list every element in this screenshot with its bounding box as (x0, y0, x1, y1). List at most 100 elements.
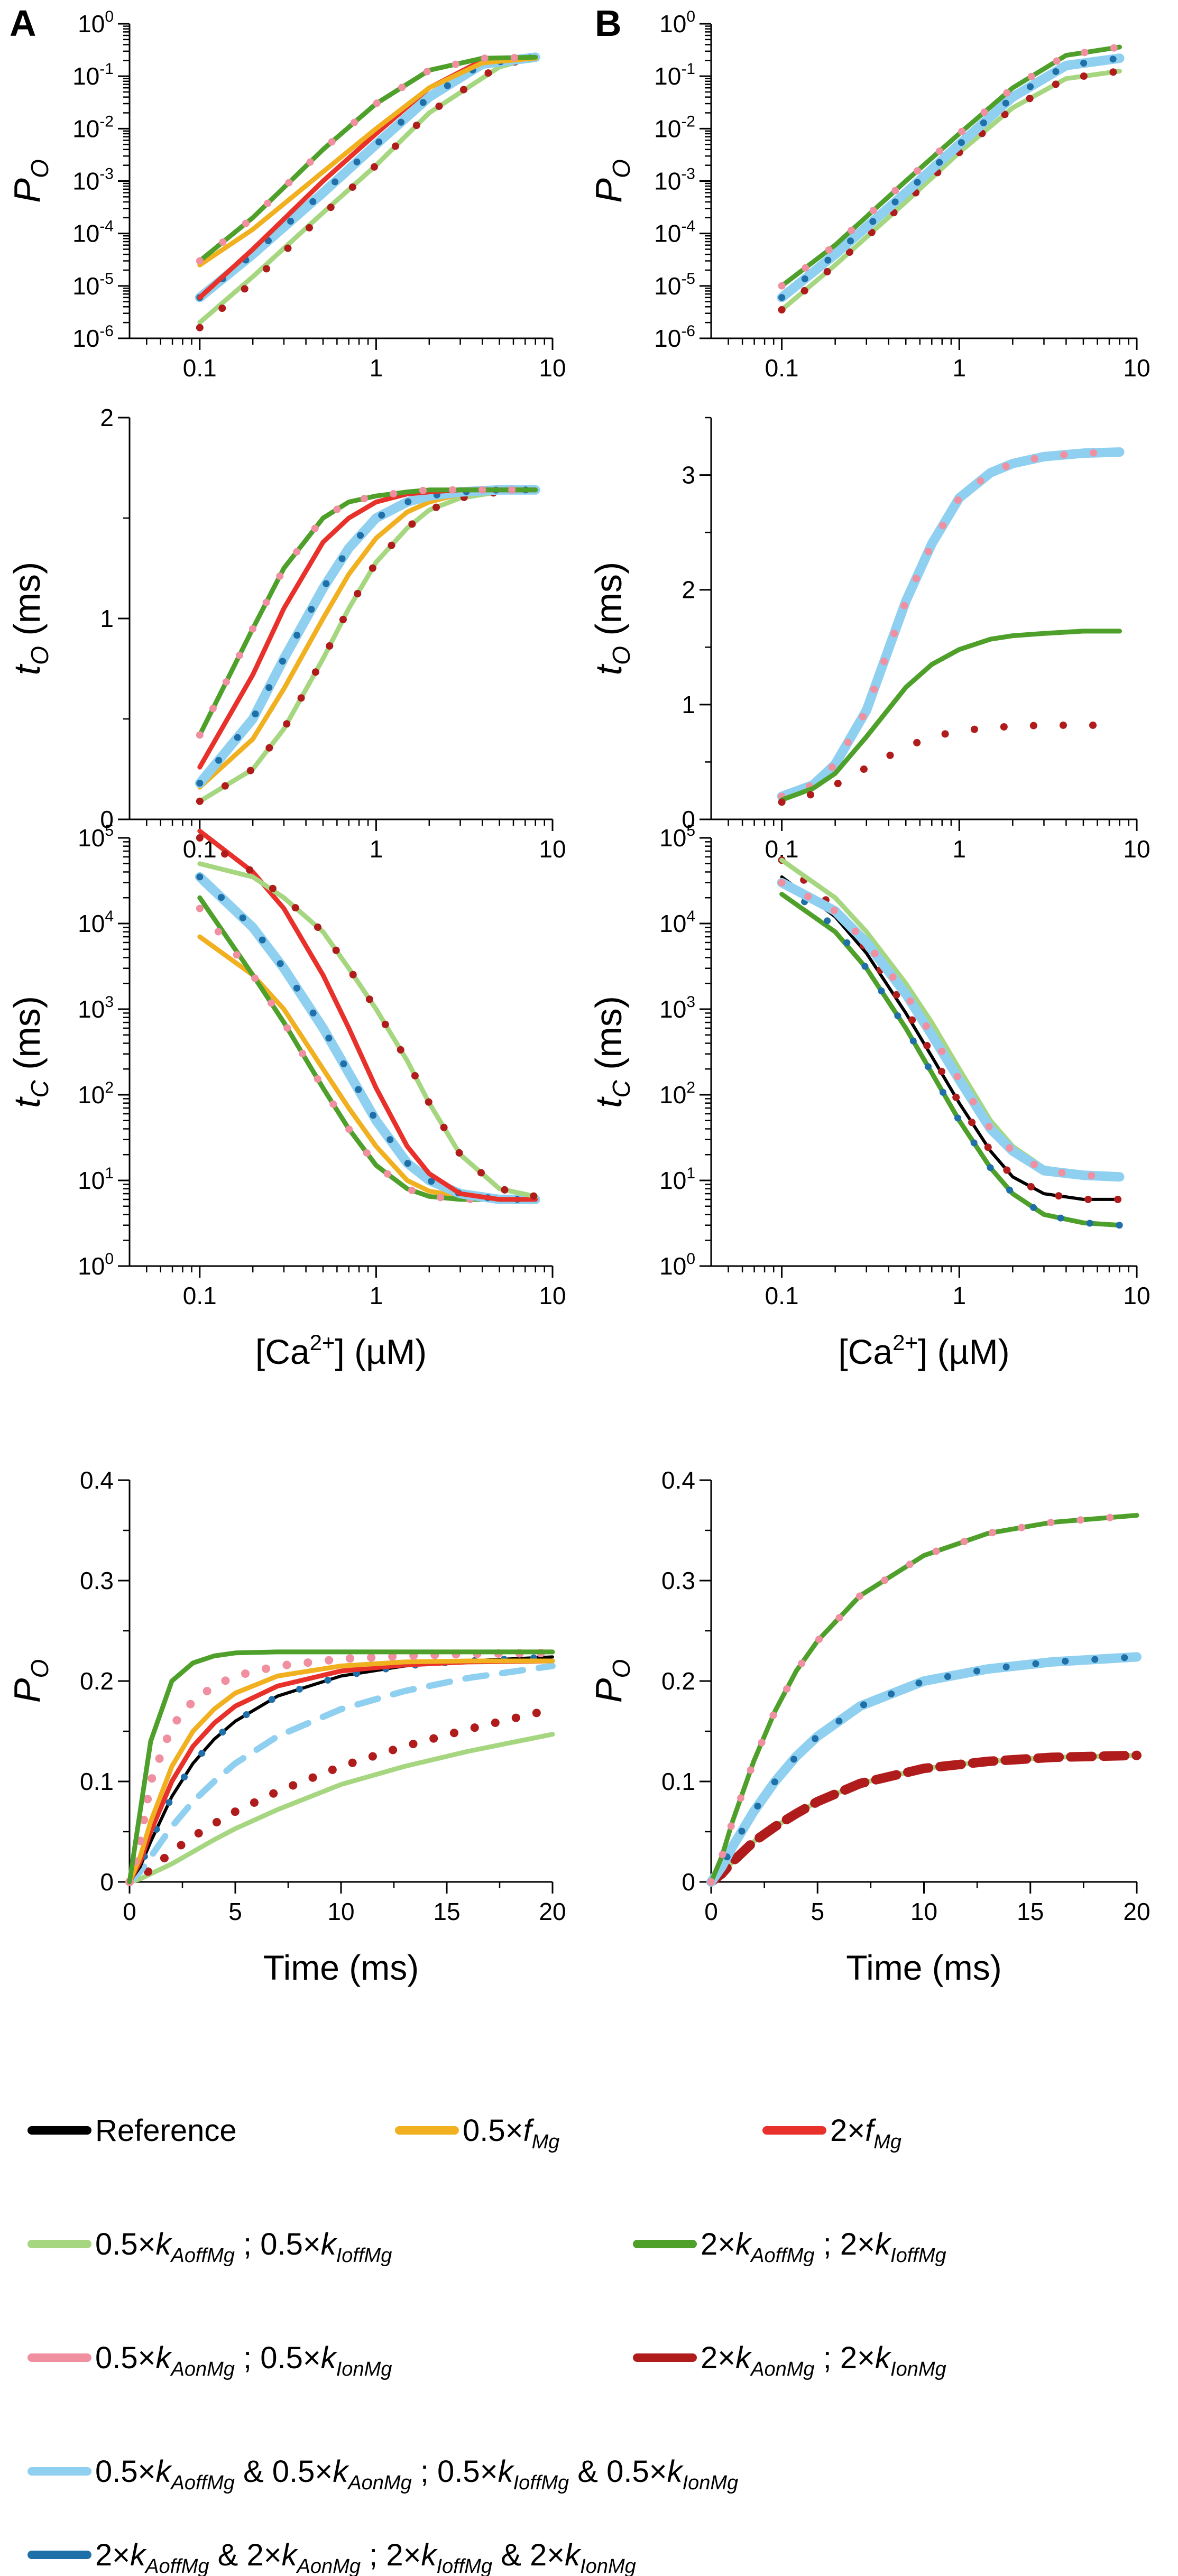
y-axis-label: PO (6, 159, 53, 202)
series-line-kboth-double (126, 1653, 556, 1886)
y-axis-label: PO (588, 1659, 635, 1703)
series-line-kboth-half (706, 1652, 1142, 1887)
y-tick-label: 2 (100, 404, 114, 431)
legend-label: 2×kAoffMg ; 2×kIoffMg (701, 2227, 946, 2267)
y-tick-label: 0.1 (80, 1768, 114, 1795)
series-line-kon-double (196, 486, 539, 805)
y-tick-label: 0.2 (80, 1667, 114, 1695)
x-tick-label: 10 (327, 1898, 354, 1925)
y-tick-label: 10-5 (654, 270, 695, 300)
series-line-koff-half (197, 54, 538, 325)
x-axis-label: Time (ms) (846, 1948, 1002, 1987)
series-line-kon-half (707, 1511, 1140, 1886)
series-line-kboth-half (777, 447, 1125, 801)
series-line-kboth-half (777, 878, 1125, 1182)
legend-label: 2×kAonMg ; 2×kIonMg (701, 2341, 946, 2380)
x-tick-label: 0 (123, 1898, 136, 1925)
series-line-kboth-half (777, 53, 1125, 302)
y-tick-label: 100 (78, 8, 114, 38)
series-line-kon-half (196, 53, 539, 265)
series-line-kboth-half (126, 1663, 556, 1885)
y-tick-label: 103 (659, 993, 695, 1023)
legend-item-kboth-half: 0.5×kAoffMg & 0.5×kAonMg ; 0.5×kIoffMg &… (27, 2454, 738, 2494)
y-tick-label: 102 (659, 1079, 695, 1109)
x-tick-label: 1 (952, 835, 966, 863)
series-line-koff-half (127, 1732, 555, 1885)
y-axis-label: tC (ms) (588, 996, 635, 1108)
y-tick-label: 10-2 (72, 113, 114, 142)
x-tick-label: 20 (539, 1898, 566, 1925)
series-line-fmg-double (197, 828, 538, 1202)
series-line-koff-double (197, 487, 538, 737)
series-line-kon-double (778, 67, 1124, 313)
series-line-kon-half (778, 448, 1124, 800)
y-tick-label: 0.4 (661, 1466, 695, 1494)
y-tick-label: 10-4 (654, 218, 695, 247)
y-tick-label: 3 (682, 461, 695, 489)
legend-label: 2×kAoffMg & 2×kAonMg ; 2×kIoffMg & 2×kIo… (95, 2538, 636, 2576)
x-tick-label: 10 (539, 835, 566, 863)
series-line-kon-double (778, 856, 1124, 1203)
x-tick-label: 10 (1123, 835, 1150, 863)
y-axis-label: tO (ms) (588, 562, 635, 676)
series-line-fmg-half (127, 1658, 555, 1885)
series-line-kon-double (706, 1750, 1142, 1887)
y-tick-label: 10-4 (72, 218, 114, 247)
series-line-kon-double (196, 834, 539, 1201)
x-tick-label: 0.1 (765, 354, 799, 382)
x-tick-label: 20 (1123, 1898, 1150, 1925)
y-tick-label: 0 (100, 806, 114, 833)
y-tick-label: 105 (659, 822, 695, 852)
y-tick-label: 0.4 (80, 1466, 114, 1494)
y-tick-label: 10-6 (654, 322, 695, 352)
x-axis-label: Time (ms) (263, 1948, 419, 1987)
y-axis-label: PO (588, 159, 635, 202)
panel-label-b: B (595, 3, 622, 44)
series-line-kboth-double (778, 879, 1123, 1229)
x-axis-label: [Ca2+] (µM) (838, 1330, 1009, 1371)
legend-label: 2×fMg (830, 2113, 901, 2153)
legend-item-ref: Reference (27, 2113, 237, 2148)
series-line-koff-double (779, 629, 1122, 802)
series-line-kon-half (778, 879, 1124, 1181)
legend-item-fmg-double: 2×fMg (762, 2113, 901, 2153)
x-tick-label: 1 (370, 1282, 383, 1309)
y-tick-label: 100 (78, 1250, 114, 1280)
chart-a1: 0.1 1 10 10-6 10-5 10-4 10-3 10-2 10-1 100 PO (6, 8, 566, 382)
y-tick-label: 100 (659, 8, 695, 38)
series-line-koff-double (127, 1649, 555, 1885)
x-tick-label: 10 (539, 1282, 566, 1309)
panel-label-a: A (10, 3, 36, 44)
series-line-koff-half (197, 487, 538, 804)
y-tick-label: 104 (78, 908, 114, 937)
y-tick-label: 102 (78, 1079, 114, 1109)
x-tick-label: 5 (811, 1898, 824, 1925)
series-line-kon-double (196, 53, 539, 331)
y-tick-label: 101 (78, 1165, 114, 1194)
y-tick-label: 10-5 (72, 270, 114, 300)
x-tick-label: 0.1 (765, 1282, 799, 1309)
y-tick-label: 105 (78, 822, 114, 852)
series-line-kon-half (125, 1648, 557, 1886)
legend-label: 0.5×kAonMg ; 0.5×kIonMg (95, 2341, 392, 2380)
x-tick-label: 10 (1123, 1282, 1150, 1309)
x-tick-label: 1 (952, 1282, 966, 1309)
x-tick-label: 10 (539, 354, 566, 382)
series-line-fmg-double (127, 1658, 555, 1885)
y-tick-label: 100 (659, 1250, 695, 1280)
series-line-ref (780, 875, 1121, 1201)
y-tick-label: 0 (100, 1868, 114, 1896)
y-tick-label: 10-3 (72, 165, 114, 195)
x-tick-label: 0.1 (183, 1282, 217, 1309)
y-axis-label: tC (ms) (6, 996, 53, 1108)
y-axis-label: tO (ms) (6, 562, 53, 676)
x-tick-label: 0.1 (183, 354, 217, 382)
series-line-kon-half (778, 43, 1124, 290)
series-line-koff-half (779, 69, 1122, 312)
legend-item-fmg-half: 0.5×fMg (395, 2113, 559, 2153)
y-tick-label: 10-1 (654, 60, 695, 90)
series-line-kon-half (196, 904, 539, 1203)
